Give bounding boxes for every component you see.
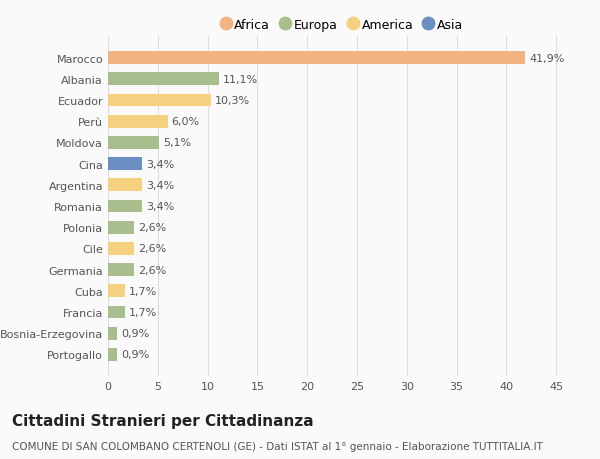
Text: 3,4%: 3,4% — [146, 202, 174, 212]
Bar — [108, 221, 134, 234]
Bar — [108, 137, 159, 150]
Bar — [108, 95, 211, 107]
Bar — [108, 158, 142, 171]
Bar — [108, 285, 125, 297]
Bar — [108, 179, 142, 192]
Text: 2,6%: 2,6% — [138, 244, 166, 254]
Legend: Africa, Europa, America, Asia: Africa, Europa, America, Asia — [221, 19, 463, 32]
Bar — [108, 306, 125, 319]
Text: 1,7%: 1,7% — [129, 308, 157, 317]
Text: COMUNE DI SAN COLOMBANO CERTENOLI (GE) - Dati ISTAT al 1° gennaio - Elaborazione: COMUNE DI SAN COLOMBANO CERTENOLI (GE) -… — [12, 441, 543, 451]
Bar — [108, 200, 142, 213]
Text: 11,1%: 11,1% — [223, 75, 257, 84]
Text: 2,6%: 2,6% — [138, 265, 166, 275]
Text: Cittadini Stranieri per Cittadinanza: Cittadini Stranieri per Cittadinanza — [12, 413, 314, 428]
Text: 0,9%: 0,9% — [121, 350, 149, 359]
Text: 6,0%: 6,0% — [172, 117, 200, 127]
Text: 1,7%: 1,7% — [129, 286, 157, 296]
Text: 3,4%: 3,4% — [146, 159, 174, 169]
Bar — [108, 52, 525, 65]
Bar — [108, 348, 117, 361]
Bar — [108, 263, 134, 276]
Text: 0,9%: 0,9% — [121, 329, 149, 338]
Bar — [108, 73, 218, 86]
Bar — [108, 327, 117, 340]
Text: 10,3%: 10,3% — [215, 96, 250, 106]
Text: 2,6%: 2,6% — [138, 223, 166, 233]
Bar — [108, 116, 168, 129]
Text: 3,4%: 3,4% — [146, 180, 174, 190]
Text: 41,9%: 41,9% — [529, 54, 565, 63]
Bar — [108, 242, 134, 255]
Text: 5,1%: 5,1% — [163, 138, 191, 148]
